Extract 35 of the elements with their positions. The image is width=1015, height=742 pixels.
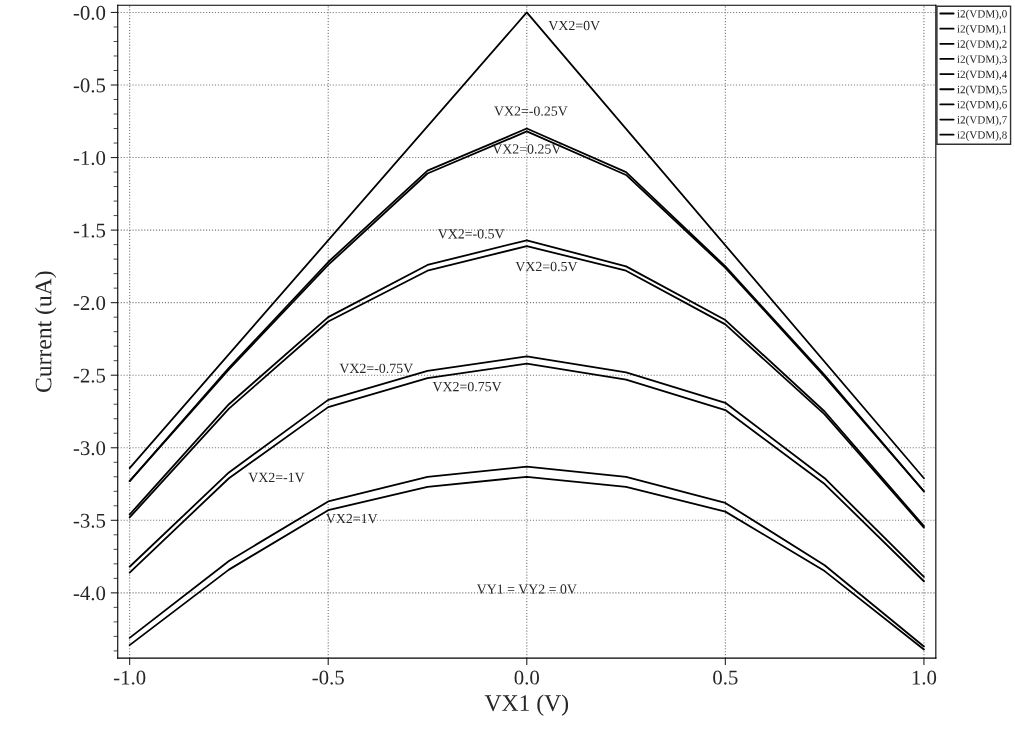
y-tick-label: -0.0 [73,5,106,20]
y-tick-label: -2.5 [73,368,106,383]
legend-label: i2(VDM),0 [957,9,1007,20]
x-axis-title: VX1 (V) [484,694,569,716]
annotation: VX2=-0.25V [494,106,568,116]
x-tick-label: -0.5 [312,670,344,685]
annotation: VX2=0.5V [515,261,578,272]
y-tick-label: -1.0 [73,150,106,166]
legend-label: i2(VDM),7 [957,115,1007,126]
annotation: VX2=-0.75V [339,363,413,374]
y-tick-label: -0.5 [73,78,106,93]
legend-label: i2(VDM),4 [957,70,1008,81]
x-tick-label: -1.0 [113,670,146,685]
x-tick-label: 1.0 [912,670,937,685]
legend-label: i2(VDM),3 [957,55,1007,66]
legend-label: i2(VDM),6 [957,100,1007,111]
annotation: VY1 = VY2 = 0V [476,584,577,594]
legend-label: i2(VDM),5 [957,85,1007,96]
y-tick-label: -4.0 [73,586,106,601]
y-tick-label: -2.0 [73,296,106,311]
annotation: VX2=0.25V [492,144,562,154]
annotation: VX2=0.75V [432,381,502,392]
x-tick-label: 0.0 [514,670,540,685]
annotation: VX2=-1V [248,472,305,483]
legend-label: i2(VDM),8 [957,130,1007,141]
annotation: VX2=0V [548,20,600,31]
y-tick-label: -1.5 [73,223,106,238]
y-axis-title: Current (uA) [34,271,57,393]
y-tick-label: -3.5 [73,513,106,528]
y-tick-label: -3.0 [73,441,106,456]
annotation: VX2=-0.5V [437,229,505,239]
annotation: VX2=1V [325,513,378,524]
legend-label: i2(VDM),2 [957,39,1007,51]
legend-label: i2(VDM),1 [957,24,1007,35]
x-tick-label: 0.5 [713,670,738,685]
